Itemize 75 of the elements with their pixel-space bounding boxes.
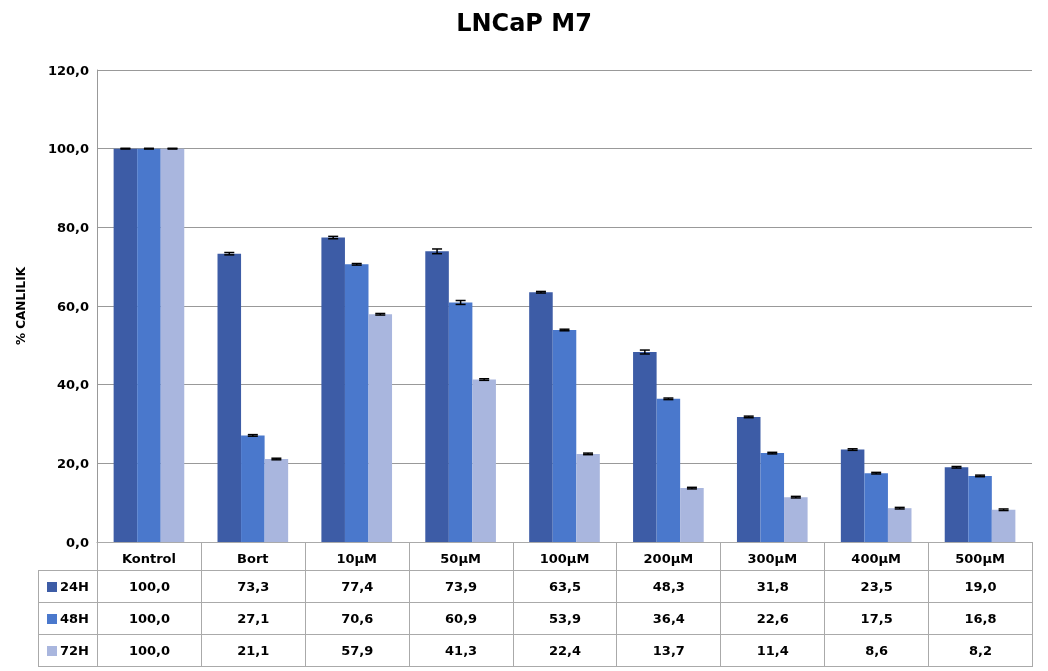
x-tick-label: 10µM — [336, 551, 378, 566]
y-tick-label: 0,0 — [65, 534, 89, 550]
x-tick-label: 200µM — [643, 551, 694, 566]
bar — [529, 292, 553, 542]
data-label: 8,6 — [824, 634, 930, 667]
data-label: 70,6 — [304, 602, 410, 635]
data-label: 22,4 — [512, 634, 618, 667]
legend-label: 48H — [60, 611, 89, 626]
bar — [887, 508, 912, 542]
y-tick-label: 60,0 — [56, 298, 89, 314]
bar — [656, 398, 681, 542]
bar — [113, 148, 138, 542]
x-tick-label: 50µM — [440, 551, 481, 566]
bar — [217, 253, 242, 542]
data-label: 73,3 — [200, 570, 306, 603]
bar — [448, 302, 473, 542]
y-tick-label: 40,0 — [56, 377, 89, 393]
x-tick-label: 500µM — [955, 551, 1005, 566]
data-label: 73,9 — [408, 570, 514, 603]
legend-label: 72H — [60, 643, 89, 658]
bar — [968, 475, 992, 542]
y-axis-title: % CANLILIK — [14, 266, 28, 345]
bar — [552, 329, 577, 542]
y-tick-label: 100,0 — [47, 141, 89, 157]
bar — [736, 416, 761, 542]
data-label: 60,9 — [408, 602, 514, 635]
x-tick-label: Kontrol — [121, 551, 176, 566]
bar — [137, 148, 161, 542]
bar — [633, 352, 657, 542]
data-label: 16,8 — [928, 602, 1033, 635]
data-label: 100,0 — [97, 634, 202, 667]
x-tick-label: 300µM — [747, 551, 798, 566]
data-label: 17,5 — [824, 602, 930, 635]
data-label: 19,0 — [928, 570, 1033, 603]
x-tick-label: 100µM — [539, 551, 590, 566]
bar — [160, 148, 185, 542]
data-label: 21,1 — [200, 634, 306, 667]
bar — [576, 453, 600, 542]
bar — [784, 497, 808, 542]
chart-title: LNCaP M7 — [456, 9, 592, 37]
bar — [680, 488, 704, 542]
bar — [321, 237, 345, 542]
legend-label: 24H — [60, 579, 89, 594]
data-label: 57,9 — [304, 634, 410, 667]
y-tick-label: 20,0 — [56, 455, 89, 471]
y-tick-label: 80,0 — [56, 219, 89, 235]
data-label: 8,2 — [928, 634, 1033, 667]
bar — [241, 435, 265, 542]
data-label: 27,1 — [200, 602, 306, 635]
data-label: 22,6 — [720, 602, 826, 635]
x-tick-label: Bort — [237, 551, 269, 566]
bar — [368, 314, 393, 542]
data-label: 48,3 — [616, 570, 722, 603]
data-label: 53,9 — [512, 602, 618, 635]
data-label: 36,4 — [616, 602, 722, 635]
data-label: 13,7 — [616, 634, 722, 667]
bar — [944, 467, 969, 542]
bar — [864, 473, 888, 542]
data-label: 31,8 — [720, 570, 826, 603]
bar — [425, 251, 449, 542]
data-label: 41,3 — [408, 634, 514, 667]
bar — [344, 264, 369, 542]
bar — [264, 459, 289, 542]
bar — [840, 449, 865, 542]
bar — [472, 379, 496, 542]
data-label: 63,5 — [512, 570, 618, 603]
data-label: 23,5 — [824, 570, 930, 603]
data-label: 100,0 — [97, 570, 202, 603]
data-label: 100,0 — [97, 602, 202, 635]
data-label: 11,4 — [720, 634, 826, 667]
bar — [991, 509, 1016, 542]
x-tick-label: 400µM — [851, 551, 901, 566]
y-tick-label: 120,0 — [47, 62, 89, 78]
bar — [760, 453, 785, 542]
data-label: 77,4 — [304, 570, 410, 603]
